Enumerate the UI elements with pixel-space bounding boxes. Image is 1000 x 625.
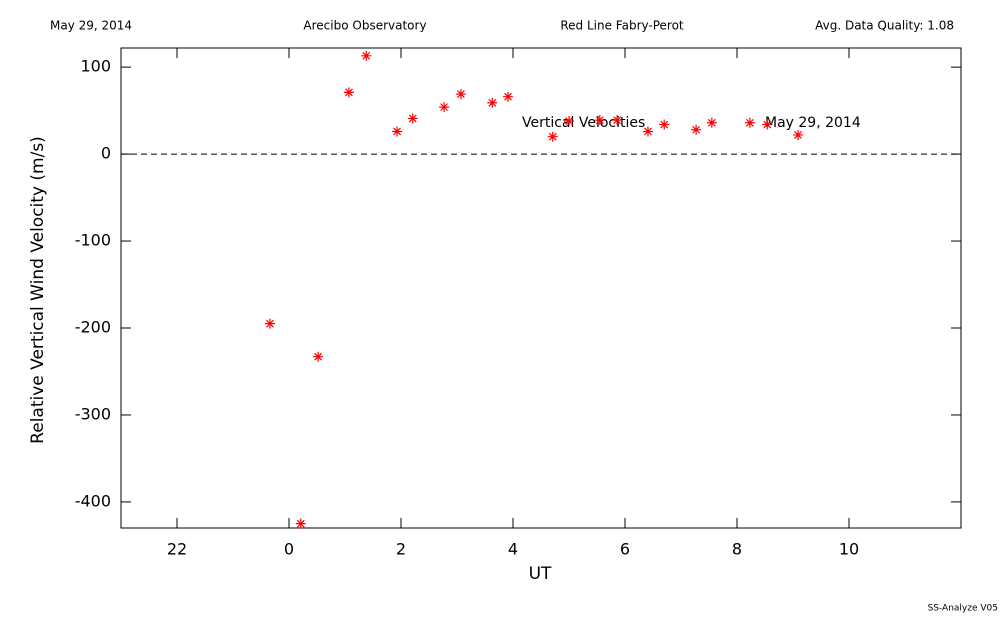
point xyxy=(691,124,702,135)
point xyxy=(793,129,804,140)
point xyxy=(547,131,558,142)
point xyxy=(313,351,324,362)
point xyxy=(392,126,403,137)
point xyxy=(612,115,623,126)
y-tick-label: -200 xyxy=(75,318,111,337)
y-axis-label: Relative Vertical Wind Velocity (m/s) xyxy=(28,136,48,444)
point xyxy=(744,117,755,128)
y-tick-label: -100 xyxy=(75,231,111,250)
x-tick-label: 6 xyxy=(620,540,630,559)
x-tick-label: 10 xyxy=(839,540,859,559)
point xyxy=(361,50,372,61)
y-tick-label: -400 xyxy=(75,491,111,510)
point xyxy=(642,126,653,137)
x-tick-label: 0 xyxy=(284,540,294,559)
point xyxy=(407,113,418,124)
point xyxy=(762,119,773,130)
point xyxy=(659,119,670,130)
point xyxy=(502,91,513,102)
x-tick-label: 2 xyxy=(396,540,406,559)
plot-frame xyxy=(120,47,962,529)
header-site: Arecibo Observatory xyxy=(303,19,426,33)
annotation: May 29, 2014 xyxy=(765,115,861,131)
x-tick-label: 8 xyxy=(732,540,742,559)
header-instrument: Red Line Fabry-Perot xyxy=(560,19,684,33)
x-tick-label: 22 xyxy=(167,540,187,559)
header-date: May 29, 2014 xyxy=(50,19,132,33)
x-axis-label: UT xyxy=(529,564,552,584)
point xyxy=(564,116,574,127)
point xyxy=(295,518,306,529)
point xyxy=(439,102,450,113)
point xyxy=(487,97,498,108)
point xyxy=(455,89,466,100)
point xyxy=(594,115,605,126)
point xyxy=(343,87,354,98)
header-quality: Avg. Data Quality: 1.08 xyxy=(815,19,954,33)
footer: SS-Analyze V05 xyxy=(928,604,998,614)
y-tick-label: -300 xyxy=(75,404,111,423)
y-tick-label: 100 xyxy=(80,57,111,76)
annotation: Vertical Velocities xyxy=(522,115,645,131)
y-tick-label: 0 xyxy=(101,144,111,163)
point xyxy=(706,117,717,128)
x-tick-label: 4 xyxy=(508,540,518,559)
point xyxy=(264,318,275,329)
